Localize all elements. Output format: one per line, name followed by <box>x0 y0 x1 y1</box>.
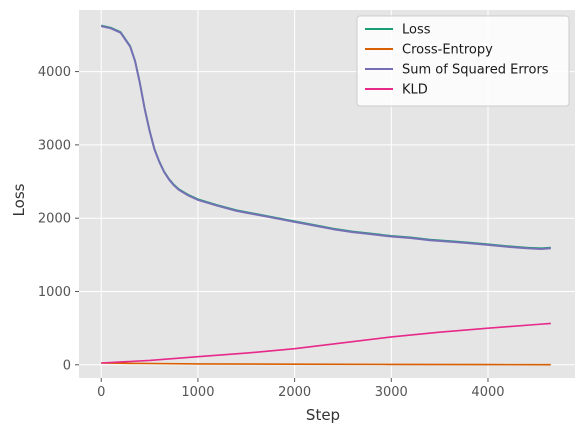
y-axis-label: Loss <box>10 183 28 216</box>
legend-label: Loss <box>402 23 431 38</box>
legend-label: KLD <box>402 83 428 98</box>
y-tick-label: 4000 <box>38 65 71 80</box>
series-lines <box>100 24 551 366</box>
x-axis-label: Step <box>306 406 340 424</box>
y-tick-label: 2000 <box>38 212 71 227</box>
legend-box <box>356 15 570 107</box>
legend-label: Sum of Squared Errors <box>402 63 549 78</box>
series-line-cross-entropy <box>101 362 551 366</box>
x-tick-label: 3000 <box>375 385 408 400</box>
x-axis-ticks: 0 1000 2000 3000 4000 <box>97 378 505 400</box>
series-line-kld <box>101 322 551 364</box>
x-tick-label: 0 <box>97 385 105 400</box>
y-tick-label: 1000 <box>38 285 71 300</box>
x-tick-label: 1000 <box>181 385 214 400</box>
legend: Loss Cross-Entropy Sum of Squared Errors KL… <box>356 15 570 107</box>
x-tick-label: 2000 <box>278 385 311 400</box>
legend-label: Cross-Entropy <box>402 43 493 58</box>
y-tick-label: 0 <box>63 358 71 373</box>
y-axis-ticks: 0 1000 2000 3000 4000 <box>38 65 79 373</box>
x-tick-label: 4000 <box>471 385 504 400</box>
y-tick-label: 3000 <box>38 138 71 153</box>
series-line-sum-of-squared-errors <box>100 25 551 250</box>
